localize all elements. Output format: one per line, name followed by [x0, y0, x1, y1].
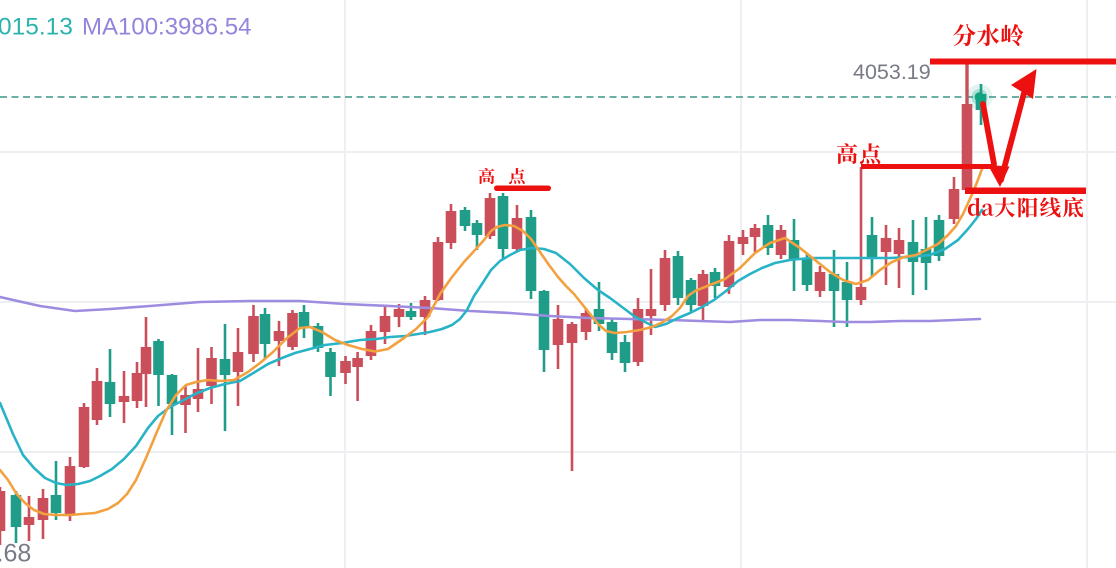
svg-text:.68: .68: [0, 540, 31, 568]
svg-text:4053.19: 4053.19: [853, 60, 931, 84]
svg-text:MA100:3986.54: MA100:3986.54: [82, 14, 251, 41]
svg-text:015.13: 015.13: [0, 14, 73, 41]
